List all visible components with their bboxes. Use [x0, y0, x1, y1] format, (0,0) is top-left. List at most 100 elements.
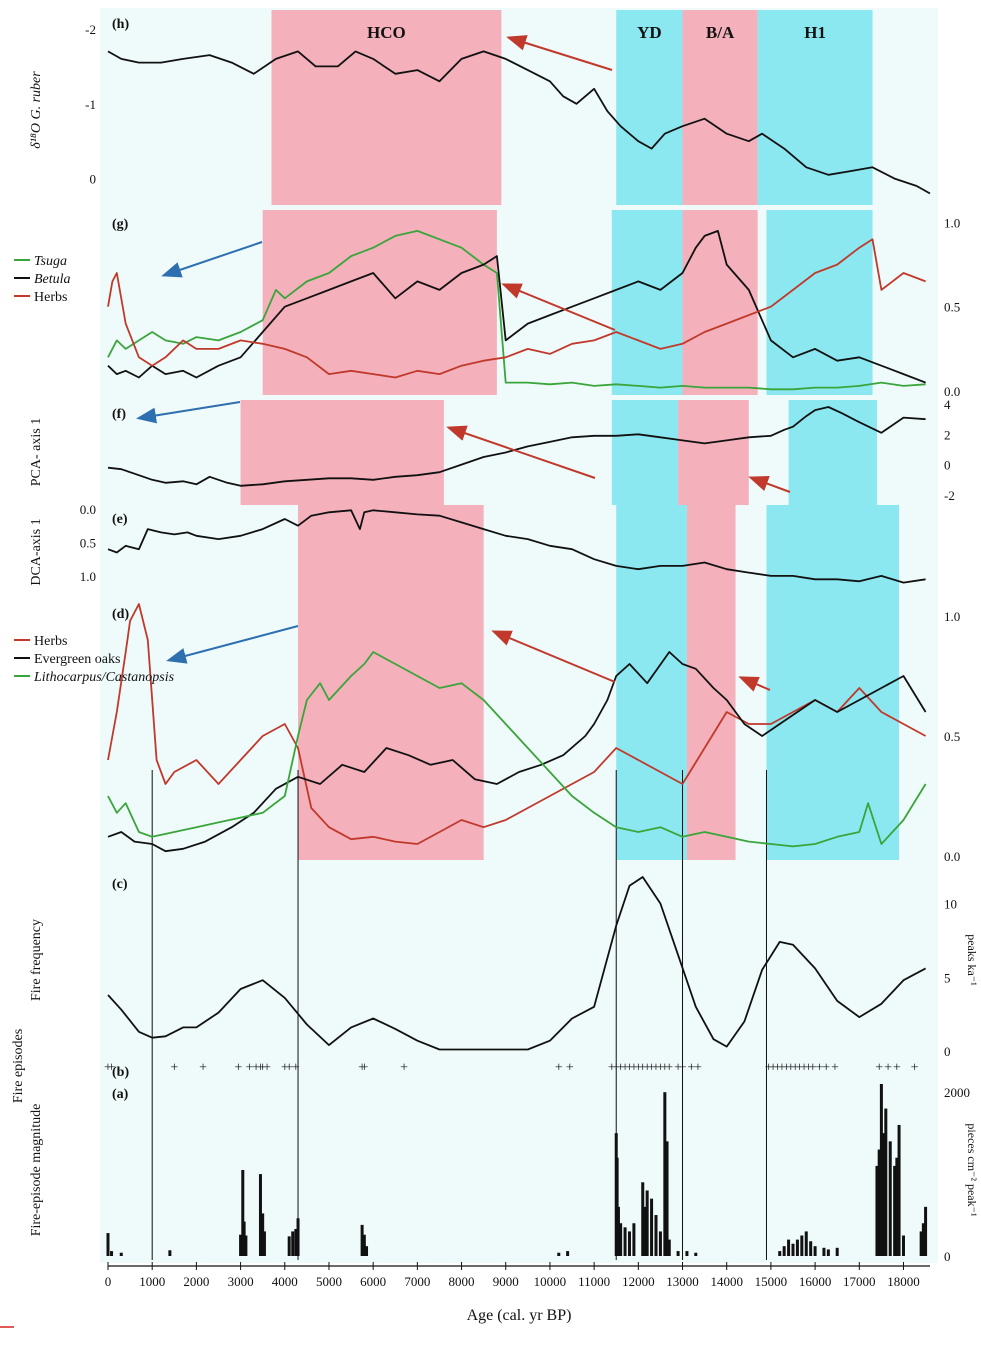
d-legend-label-2: Lithocarpus/Castanopsis [33, 670, 175, 685]
band-label-H1: H1 [804, 23, 826, 42]
band-f-9 [611, 400, 679, 505]
fire-episode-marker: + [630, 1061, 638, 1076]
magnitude-bar [654, 1215, 658, 1256]
magnitude-bar [110, 1251, 114, 1256]
trend-arrow-4 [446, 425, 596, 479]
trend-arrow-1 [161, 241, 263, 278]
magnitude-bar [362, 1234, 366, 1256]
c-ytick-label-2: 10 [944, 897, 957, 912]
band-h-0 [271, 10, 502, 205]
band-h-3 [757, 10, 873, 205]
fire-episode-marker: + [643, 1061, 651, 1076]
magnitude-bar [645, 1190, 649, 1256]
age-tick-label-11: 11000 [578, 1274, 610, 1289]
age-tick-label-6: 6000 [360, 1274, 386, 1289]
fire-episode-marker: + [257, 1061, 265, 1076]
age-tick-label-14: 14000 [710, 1274, 743, 1289]
d-ytick-label-1: 0.5 [944, 729, 960, 744]
age-tick-label-5: 5000 [316, 1274, 342, 1289]
age-tick-label-1: 1000 [139, 1274, 165, 1289]
magnitude-bar [782, 1246, 786, 1256]
a-ytick-label-1: 2000 [944, 1085, 970, 1100]
magnitude-bar [665, 1141, 669, 1256]
a-ytick-label-0: 0 [944, 1249, 951, 1264]
d-series-line-1 [107, 651, 927, 853]
f-ytick-label-2: 2 [944, 427, 951, 442]
magnitude-bar [893, 1165, 897, 1256]
magnitude-bar [795, 1239, 799, 1256]
f-ytick-label-3: 4 [944, 397, 951, 412]
b-ylabel: Fire episodes [11, 1029, 26, 1103]
trend-arrow-8 [738, 676, 771, 692]
fire-episode-marker: + [281, 1061, 289, 1076]
band-e-13 [616, 505, 687, 600]
band-f-10 [678, 400, 749, 505]
trend-arrow-6 [166, 625, 299, 664]
magnitude-bar [623, 1227, 627, 1256]
fire-episode-marker: + [796, 1061, 804, 1076]
fire-episode-marker: + [765, 1061, 773, 1076]
trend-arrow-0 [506, 35, 613, 71]
magnitude-bar [822, 1247, 826, 1256]
band-label-HCO: HCO [367, 23, 406, 42]
magnitude-bar [619, 1223, 623, 1256]
g-ytick-label-2: 1.0 [944, 215, 960, 230]
e-ytick-label-0: 0.0 [80, 502, 96, 517]
age-axis-title: Age (cal. yr BP) [467, 1307, 572, 1324]
fire-episode-marker: + [108, 1061, 116, 1076]
magnitude-bar [262, 1231, 266, 1256]
age-tick-label-3: 3000 [228, 1274, 254, 1289]
magnitude-bar [895, 1157, 899, 1256]
magnitude-bar [667, 1239, 671, 1256]
age-tick-label-12: 12000 [622, 1274, 655, 1289]
fire-episode-marker: + [292, 1061, 300, 1076]
magnitude-bar [557, 1252, 561, 1256]
magnitude-bar [106, 1233, 110, 1256]
band-e-15 [766, 505, 900, 600]
magnitude-bar [258, 1174, 262, 1256]
fire-episode-marker: + [782, 1061, 790, 1076]
magnitude-bar [804, 1231, 808, 1256]
fire-episode-marker: + [634, 1061, 642, 1076]
fire-episode-marker: + [400, 1061, 408, 1076]
magnitude-bar [261, 1213, 265, 1256]
age-tick-label-18: 18000 [887, 1274, 920, 1289]
magnitude-bar [287, 1236, 291, 1256]
magnitude-bar [632, 1223, 636, 1256]
band-f-8 [240, 400, 444, 505]
magnitude-bar [901, 1235, 905, 1256]
e-series-line [107, 509, 926, 584]
fire-episode-marker: + [621, 1061, 629, 1076]
fire-episode-marker: + [263, 1061, 271, 1076]
magnitude-bar [877, 1149, 881, 1256]
g-series-line-2 [107, 238, 926, 379]
panel-tag-d: (d) [112, 607, 129, 622]
fire-episode-marker: + [252, 1061, 260, 1076]
magnitude-bar [365, 1246, 369, 1256]
fire-episode-marker: + [769, 1061, 777, 1076]
fire-episode-marker: + [665, 1061, 673, 1076]
age-tick-label-4: 4000 [272, 1274, 298, 1289]
panel-tag-f: (f) [112, 407, 126, 422]
d-series-line-0 [107, 603, 927, 845]
magnitude-bar [566, 1251, 570, 1256]
fire-episode-marker: + [199, 1061, 207, 1076]
magnitude-bar [694, 1252, 698, 1256]
age-tick-label-0: 0 [105, 1274, 112, 1289]
magnitude-bar [888, 1141, 892, 1256]
fire-episode-marker: + [626, 1061, 634, 1076]
d-series-line-2 [107, 651, 927, 848]
fire-episode-marker: + [245, 1061, 253, 1076]
red-corner-mark [0, 1326, 14, 1328]
fire-episode-marker: + [639, 1061, 647, 1076]
fire-episode-marker: + [259, 1061, 267, 1076]
fire-episode-marker: + [656, 1061, 664, 1076]
fire-episode-marker: + [875, 1061, 883, 1076]
magnitude-bar [241, 1170, 245, 1256]
d-ytick-label-2: 1.0 [944, 609, 960, 624]
magnitude-bar [627, 1231, 631, 1256]
fire-episode-marker: + [822, 1061, 830, 1076]
magnitude-bar [778, 1251, 782, 1256]
